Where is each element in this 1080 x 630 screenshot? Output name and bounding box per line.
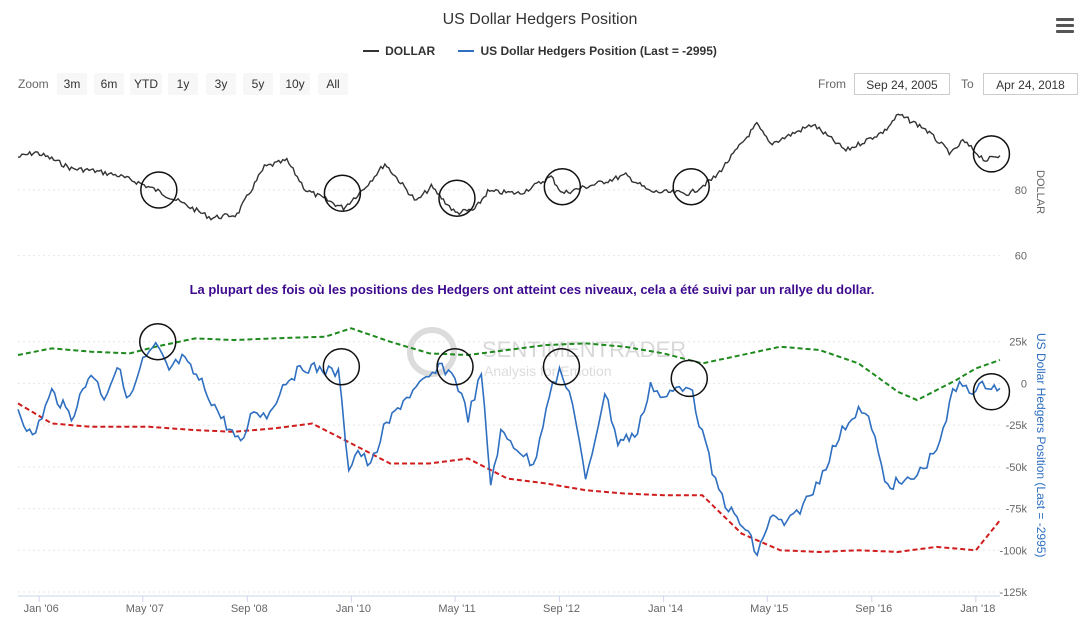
y-tick-label-top: 80 [1015, 185, 1027, 197]
x-tick-label: Jan '18 [960, 603, 995, 615]
highlight-circle-top [140, 171, 178, 209]
x-tick-label: May '15 [750, 603, 788, 615]
annotation-text: La plupart des fois où les positions des… [190, 282, 875, 297]
highlight-circle-bottom [670, 359, 709, 398]
y-tick-label-bottom: -125k [999, 587, 1027, 599]
x-tick-label: Jan '14 [648, 603, 683, 615]
chart-title: US Dollar Hedgers Position [442, 11, 638, 28]
y-tick-label-bottom: 0 [1021, 378, 1027, 390]
highlight-circle-bottom [436, 347, 474, 386]
highlight-circle-top [972, 135, 1011, 173]
y-tick-label-bottom: -100k [999, 545, 1027, 557]
y-tick-label-bottom: -25k [1006, 420, 1028, 432]
x-tick-label: May '11 [438, 603, 475, 615]
axes: 60 80 25k 0 -25k -50k -75k -100k -125k DOLLAR US D… [18, 170, 1048, 615]
to-date-input[interactable]: Apr 24, 2018 [983, 73, 1078, 95]
zoom-10y-button[interactable]: 10y [280, 73, 310, 95]
highlight-circle-top [543, 167, 582, 206]
lower-band-line [17, 402, 1001, 554]
highlight-circle-bottom [542, 347, 581, 386]
legend-item-dollar[interactable]: DOLLAR [363, 44, 435, 58]
x-tick-label: Sep '08 [231, 603, 268, 615]
to-label: To [961, 77, 974, 91]
from-date-input[interactable]: Sep 24, 2005 [854, 73, 950, 95]
series-layer [17, 113, 1001, 557]
zoom-1y-button[interactable]: 1y [168, 73, 198, 95]
highlight-circle-top [323, 174, 362, 213]
legend-label-hedgers: US Dollar Hedgers Position (Last = -2995… [480, 44, 717, 58]
menu-icon-bar [1056, 18, 1074, 21]
x-tick-label: Jan '06 [24, 603, 59, 615]
grid [18, 189, 1000, 593]
y-tick-label-top: 60 [1015, 251, 1027, 263]
chart-legend: DOLLAR US Dollar Hedgers Position (Last … [0, 41, 1080, 58]
legend-swatch-dollar [363, 50, 380, 52]
watermark-title: SENTIMENTRADER [482, 337, 686, 362]
upper-band-line [17, 327, 1001, 402]
menu-icon[interactable] [1056, 18, 1074, 34]
y-tick-label-bottom: 25k [1009, 337, 1027, 349]
y-tick-label-bottom: -50k [1006, 462, 1028, 474]
y-tick-label-bottom: -75k [1006, 504, 1028, 516]
highlight-circle-top [438, 179, 476, 217]
zoom-all-button[interactable]: All [318, 73, 348, 95]
zoom-label: Zoom [18, 77, 49, 91]
hedgers-line [17, 341, 1001, 557]
x-tick-label: Sep '16 [855, 603, 892, 615]
highlight-circle-bottom [322, 347, 361, 386]
zoom-ytd-button[interactable]: YTD [130, 73, 162, 95]
watermark-subtitle: Analysis for Emotion [484, 363, 612, 379]
zoom-5y-button[interactable]: 5y [243, 73, 273, 95]
x-tick-label: May '07 [126, 603, 164, 615]
y-axis-title-top: DOLLAR [1034, 170, 1046, 214]
highlight-circle-bottom [972, 373, 1011, 411]
legend-item-hedgers[interactable]: US Dollar Hedgers Position (Last = -2995… [458, 44, 717, 58]
highlight-circle-bottom [139, 322, 177, 361]
legend-swatch-hedgers [458, 50, 475, 52]
zoom-3m-button[interactable]: 3m [57, 73, 87, 95]
y-axis-title-bottom: US Dollar Hedgers Position (Last = -2995… [1034, 333, 1048, 557]
x-tick-label: Sep '12 [543, 603, 580, 615]
watermark-logo-icon [407, 327, 457, 377]
menu-icon-bar [1056, 30, 1074, 33]
legend-label-dollar: DOLLAR [385, 44, 436, 58]
menu-icon-bar [1056, 24, 1074, 27]
from-label: From [818, 77, 846, 91]
x-tick-label: Jan '10 [336, 603, 371, 615]
dollar-line [17, 113, 1001, 221]
highlight-circles [139, 135, 1011, 411]
zoom-6m-button[interactable]: 6m [94, 73, 124, 95]
zoom-3y-button[interactable]: 3y [206, 73, 236, 95]
highlight-circle-top [672, 167, 710, 206]
